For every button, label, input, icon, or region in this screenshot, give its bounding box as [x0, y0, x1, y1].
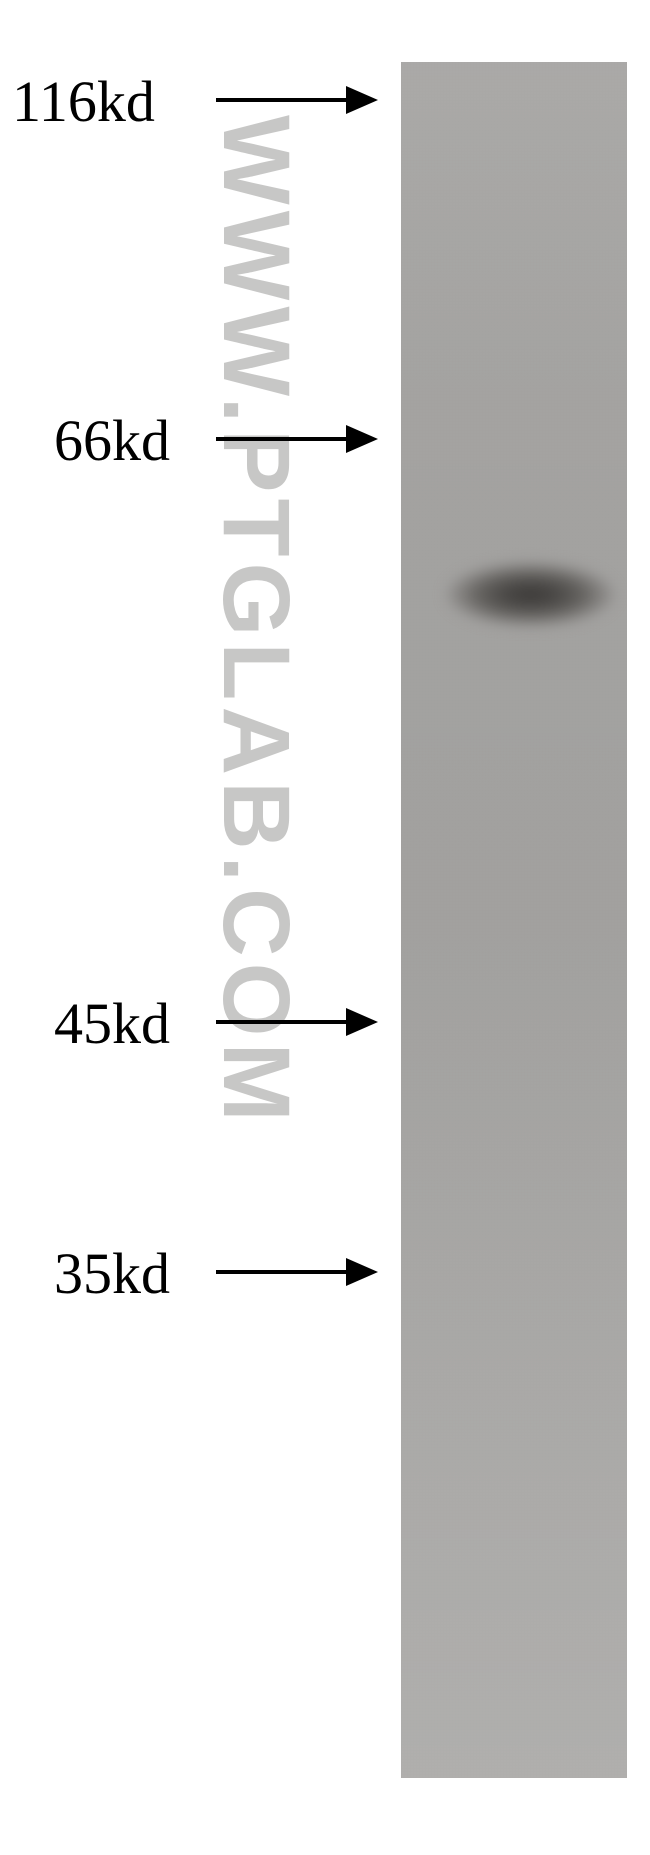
marker-label-66kd: 66kd [54, 407, 170, 474]
arrow-line [216, 1270, 346, 1274]
arrow-head-icon [346, 1008, 378, 1036]
arrow-head-icon [346, 86, 378, 114]
arrow-head-icon [346, 1258, 378, 1286]
marker-label-45kd: 45kd [54, 990, 170, 1057]
arrow-head-icon [346, 425, 378, 453]
arrow-line [216, 437, 346, 441]
blot-figure: WWW.PTGLAB.COM 116kd 66kd 45kd 35kd [0, 0, 650, 1855]
blot-lane [401, 62, 627, 1778]
lane-noise [401, 62, 627, 1778]
arrow-line [216, 1020, 346, 1024]
protein-band [443, 552, 618, 637]
arrow-line [216, 98, 346, 102]
marker-label-35kd: 35kd [54, 1240, 170, 1307]
marker-arrow-45kd [216, 1008, 378, 1036]
marker-arrow-35kd [216, 1258, 378, 1286]
marker-arrow-116kd [216, 86, 378, 114]
watermark-text: WWW.PTGLAB.COM [201, 115, 310, 1128]
marker-label-116kd: 116kd [12, 68, 155, 135]
marker-arrow-66kd [216, 425, 378, 453]
